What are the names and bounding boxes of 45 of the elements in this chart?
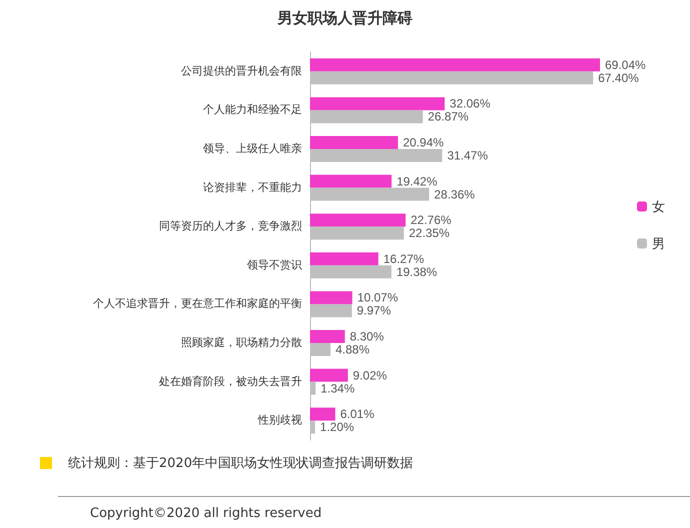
bar	[310, 58, 600, 72]
data-label: 8.30%	[350, 330, 384, 344]
bar	[310, 214, 406, 227]
y-tick-label: 同等资历的人才多，竞争激烈	[159, 220, 302, 233]
data-label: 22.76%	[410, 213, 452, 228]
bar	[310, 136, 398, 149]
y-tick-label: 处在婚育阶段，被动失去晋升	[159, 374, 302, 388]
data-label: 9.97%	[356, 304, 392, 318]
data-label: 69.04%	[605, 58, 646, 72]
y-tick-label: 个人能力和经验不足	[203, 103, 302, 116]
data-label: 28.36%	[434, 187, 476, 202]
data-label: 19.38%	[396, 264, 438, 279]
legend-label: 女	[652, 199, 665, 214]
data-label: 67.40%	[598, 70, 640, 85]
y-tick-label: 性别歧视	[257, 414, 302, 427]
data-label: 16.27%	[383, 252, 424, 266]
data-label: 9.02%	[352, 368, 388, 382]
data-label: 6.01%	[340, 407, 375, 422]
bar	[310, 97, 445, 110]
bar	[310, 174, 392, 188]
data-label: 31.47%	[447, 148, 488, 162]
bar	[310, 330, 345, 343]
y-tick-label: 领导不赏识	[247, 258, 302, 272]
y-tick-label: 照顾家庭，职场精力分散	[181, 336, 302, 349]
legend-label: 男	[652, 236, 665, 251]
data-label: 22.35%	[408, 226, 450, 240]
data-label: 10.07%	[357, 290, 398, 305]
bar	[310, 252, 378, 266]
data-label: 26.87%	[428, 110, 469, 124]
data-label: 4.88%	[336, 342, 370, 356]
y-tick-label: 个人不追求晋升，更在意工作和家庭的平衡	[93, 297, 302, 310]
data-label: 20.94%	[402, 136, 444, 150]
data-label: 19.42%	[396, 174, 438, 188]
y-tick-label: 论资排辈，不重能力	[203, 180, 302, 194]
text: Copyright©2020 all rights reserved	[90, 506, 322, 521]
data-label: 1.34%	[320, 381, 355, 396]
y-tick-label: 公司提供的晋升机会有限	[181, 64, 302, 78]
bar	[310, 368, 348, 382]
y-tick-label: 领导、上级任人唯亲	[203, 142, 302, 155]
text: 统计规则：基于2020年中国职场女性现状调查报告调研数据	[68, 455, 414, 472]
bar	[310, 408, 336, 421]
data-label: 1.20%	[320, 420, 354, 434]
bar	[310, 291, 352, 304]
chart-title: 男女职场人晋升障碍	[276, 9, 412, 27]
data-label: 32.06%	[450, 96, 491, 111]
